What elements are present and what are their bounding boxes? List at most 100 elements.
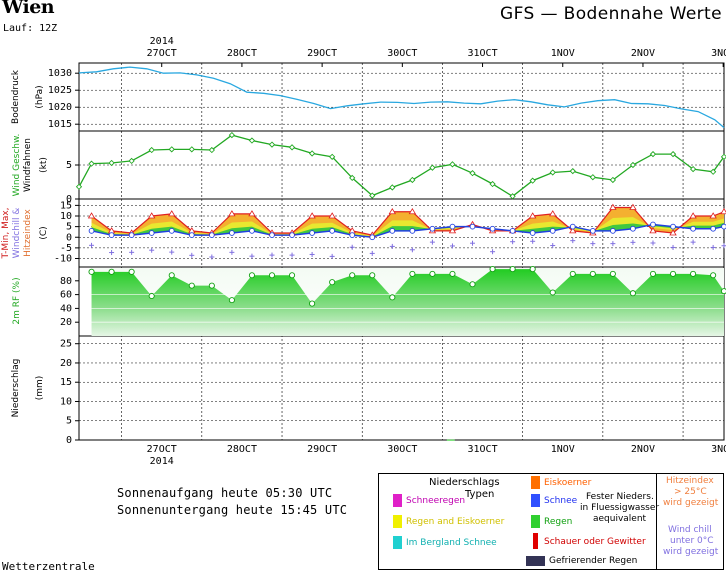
tmax-point — [248, 210, 256, 217]
rh-point — [369, 272, 376, 279]
day-label-bottom: 1NOV — [551, 444, 575, 455]
rh-label: 2m RF (%) — [12, 277, 22, 324]
rh-point — [469, 281, 476, 288]
panel-frame — [78, 335, 725, 441]
wind-point — [88, 160, 95, 167]
y-tick-label: 25 — [60, 339, 72, 350]
wind-point — [349, 174, 356, 182]
rh-point — [609, 270, 616, 277]
wind-point — [75, 183, 83, 190]
y-tick-label: 15 — [60, 377, 72, 388]
legend-swatch-regen — [531, 515, 540, 528]
y-tick-label: 80 — [60, 276, 72, 287]
tmin-point — [229, 230, 235, 236]
tmax-point — [669, 229, 677, 236]
tmin-point — [529, 230, 536, 236]
wind-point — [489, 180, 496, 188]
legend-swatch-schneeregen — [393, 494, 402, 507]
tmin-point — [721, 223, 726, 230]
tmin-point — [208, 232, 215, 238]
tmin-point — [670, 223, 676, 230]
tmin-point — [188, 232, 195, 238]
day-label-top: 31OCT — [467, 48, 497, 59]
wind-point — [268, 141, 276, 148]
wind-point — [569, 167, 576, 175]
wind-point — [629, 161, 637, 169]
tmin-point — [569, 223, 576, 230]
rh-point — [168, 272, 175, 279]
rh-point — [449, 270, 456, 277]
legend-fester-2: in Fluessigwasser — [580, 503, 660, 513]
rh-point — [329, 279, 336, 286]
wind-point — [329, 153, 336, 160]
legend-chill-1: Wind chill — [668, 525, 712, 535]
tmin-point — [128, 232, 135, 238]
day-label-bottom: 28OCT — [227, 444, 257, 455]
legend-fester-3: aequivalent — [593, 514, 647, 524]
wind-point — [389, 184, 396, 191]
wind-point — [549, 169, 556, 176]
tmin-point — [168, 228, 175, 234]
legend-hitze-1: Hitzeindex — [666, 476, 714, 486]
legend-hitze-3: wird gezeigt — [663, 498, 719, 508]
precip-unit: (mm) — [35, 376, 45, 401]
temp-label: T-Min, Max, — [1, 207, 11, 259]
wind-point — [108, 159, 115, 167]
tmax-point — [328, 212, 336, 219]
day-label-bottom: 30OCT — [387, 444, 417, 455]
rh-point — [690, 270, 697, 277]
y-tick-label: 60 — [60, 290, 72, 301]
tmin-point — [88, 228, 95, 234]
rh-point — [509, 266, 516, 273]
precip-type-legend: Niederschlags Typen Schneeregen Regen an… — [378, 473, 724, 570]
rh-point — [268, 272, 276, 279]
wind-point — [128, 157, 135, 165]
year-label-bottom: 2014 — [150, 456, 174, 467]
tmin-point — [108, 232, 115, 238]
tmin-point — [509, 228, 516, 234]
y-tick-label: 5 — [66, 416, 72, 427]
legend-chill-3: wird gezeigt — [663, 547, 719, 557]
wind-point — [529, 177, 536, 184]
tmax-point — [528, 212, 537, 219]
legend-label-schneeregen: Schneeregen — [406, 496, 466, 506]
rh-point — [429, 270, 436, 277]
wind-point — [208, 146, 215, 154]
y-tick-label: 1030 — [48, 68, 72, 79]
legend-label-gefrierender-regen: Gefrierender Regen — [549, 556, 638, 566]
tmin-point — [549, 228, 556, 234]
tmin-point — [710, 225, 716, 232]
day-label-bottom: 31OCT — [467, 444, 497, 455]
rh-point — [529, 266, 536, 273]
rh-point — [349, 272, 356, 279]
legend-heading: Niederschlags — [429, 477, 500, 488]
legend-label-eiskoerner: Eiskoerner — [544, 478, 592, 488]
rh-point — [88, 268, 95, 275]
y-tick-label: 1025 — [48, 85, 72, 96]
tmin-point — [349, 232, 356, 238]
tmin-point — [429, 225, 436, 232]
wind-point — [148, 146, 155, 154]
precip-bar — [446, 439, 455, 441]
day-label-bottom: 3NOV — [711, 444, 726, 455]
wind-point — [288, 144, 296, 151]
rh-point — [409, 270, 416, 277]
y-tick-label: 5 — [66, 160, 72, 171]
y-tick-label: 0 — [66, 435, 72, 446]
tmin-point — [269, 232, 275, 238]
tmax-point — [709, 212, 717, 219]
wind-point — [429, 164, 436, 171]
legend-fester-1: Fester Nieders. — [586, 492, 654, 502]
tmin-point — [610, 228, 616, 234]
wind-point — [669, 150, 677, 158]
wind-point — [649, 150, 657, 158]
tmin-point — [489, 225, 496, 232]
wind-unit: (kt) — [39, 157, 49, 173]
wind-point — [449, 161, 456, 168]
day-label-top: 28OCT — [227, 48, 257, 59]
rh-point — [489, 266, 496, 273]
y-tick-label: 1015 — [48, 119, 72, 130]
sunrise-text: Sonnenaufgang heute 05:30 UTC — [117, 486, 333, 500]
wind-point — [308, 150, 316, 157]
